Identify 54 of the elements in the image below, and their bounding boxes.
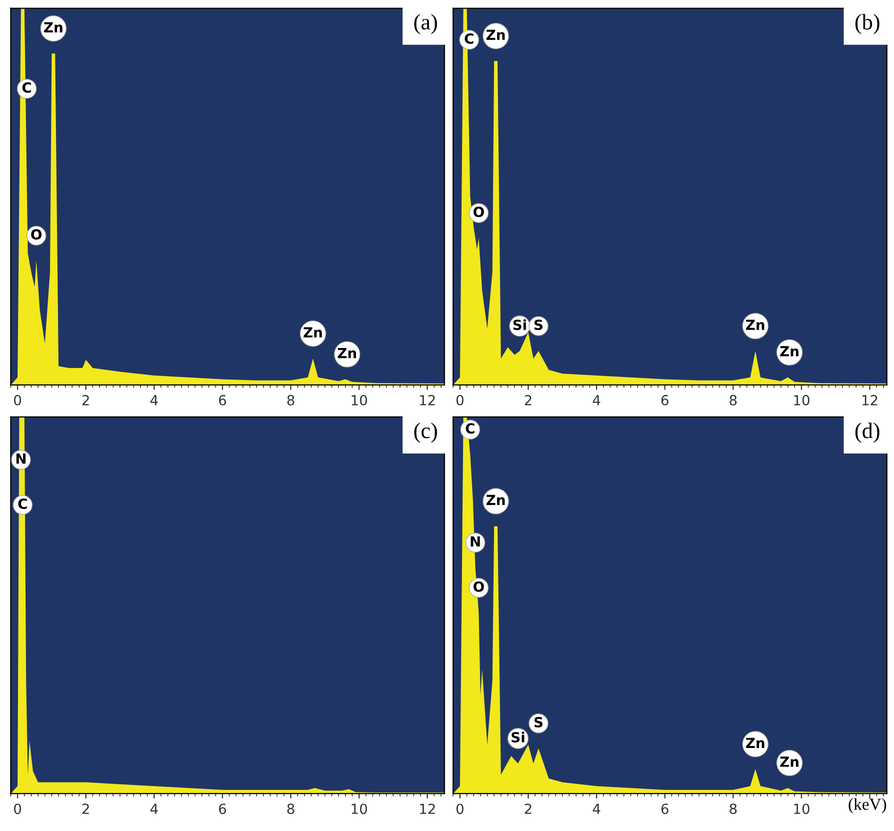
x-tick-label: 4 [592,395,600,406]
x-tick-label: 8 [287,804,294,814]
annotation: Si [512,732,524,743]
x-tick-label: 0 [14,804,22,814]
annotation: Zn [304,327,322,338]
annotation: Zn [338,348,356,358]
annotation: Zn [780,756,798,767]
annotation: S [534,320,542,330]
chart-title: (a) [414,14,437,34]
annotation: S [534,716,542,728]
x-tick-label: 12 [420,804,435,814]
x-tick-label: 8 [287,394,294,406]
x-tick-label: 2 [524,394,532,406]
x-tick-label: 12 [862,394,878,406]
x-tick-label: 10 [352,394,367,406]
x-tick-label: 0 [456,804,464,814]
annotation: Zn [746,320,764,330]
x-tick-label: 6 [219,394,226,406]
x-axis-title: (keV) [848,798,886,814]
x-tick-label: 8 [730,804,737,814]
annotation: Zn [780,346,798,356]
x-tick-label: 0 [456,394,464,406]
x-tick-label: 0 [14,394,22,406]
x-tick-label: 6 [219,804,226,814]
chart-title: (b) [855,14,880,34]
annotation: Zn [746,738,764,748]
x-tick-label: 2 [82,804,89,814]
x-tick-label: 10 [794,804,810,814]
annotation: N [470,536,480,546]
annotation: C [18,498,27,509]
annotation: C [466,423,474,434]
x-tick-label: 6 [661,394,668,406]
annotation: O [31,229,42,240]
annotation: Zn [486,494,505,506]
x-tick-label: 10 [352,804,367,814]
x-tick-label: 2 [82,394,89,406]
x-tick-label: 2 [524,804,532,814]
chart-title: (c) [414,422,437,443]
x-tick-label: 4 [150,395,158,406]
x-tick-label: 4 [592,804,600,814]
x-tick-label: 12 [420,394,435,406]
x-tick-label: 6 [661,804,668,814]
annotation: Zn [44,22,62,32]
annotation: N [16,453,26,464]
annotation: Si [513,319,526,330]
annotation: Zn [486,30,505,40]
x-tick-label: 10 [794,394,810,406]
x-tick-label: 8 [730,394,737,406]
annotation: O [474,206,484,218]
x-tick-label: 4 [150,804,158,814]
annotation: C [22,82,31,93]
annotation: O [474,581,484,592]
chart-title: (d) [855,422,880,443]
annotation: C [464,33,474,44]
